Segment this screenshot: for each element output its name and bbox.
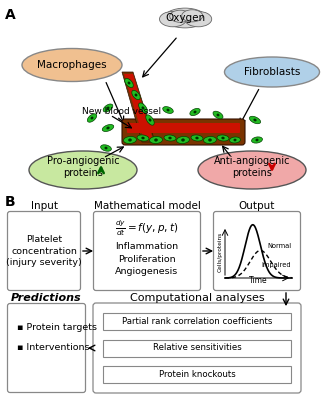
Ellipse shape [154, 138, 158, 142]
Ellipse shape [146, 115, 154, 125]
Ellipse shape [213, 111, 223, 119]
Ellipse shape [164, 135, 176, 141]
Text: B: B [5, 195, 16, 209]
Ellipse shape [106, 127, 110, 129]
Text: Macrophages: Macrophages [37, 60, 107, 70]
Ellipse shape [137, 135, 149, 141]
Ellipse shape [217, 135, 229, 141]
FancyBboxPatch shape [213, 212, 300, 290]
Ellipse shape [233, 139, 236, 141]
Text: Normal: Normal [267, 243, 291, 249]
Ellipse shape [194, 111, 197, 113]
Ellipse shape [91, 116, 94, 120]
Text: Platelet
concentration
(injury severity): Platelet concentration (injury severity) [6, 235, 82, 267]
Text: Relative sensitivities: Relative sensitivities [153, 344, 241, 352]
Ellipse shape [255, 139, 259, 141]
FancyBboxPatch shape [8, 212, 80, 290]
Ellipse shape [168, 137, 172, 139]
Ellipse shape [221, 137, 225, 139]
Text: ▪ Interventions: ▪ Interventions [17, 344, 90, 352]
Text: Mathematical model: Mathematical model [94, 201, 201, 211]
Ellipse shape [185, 12, 212, 27]
Ellipse shape [216, 114, 219, 116]
Ellipse shape [164, 8, 206, 28]
Ellipse shape [253, 118, 257, 122]
Ellipse shape [87, 114, 97, 122]
Text: ▪ Protein targets: ▪ Protein targets [17, 324, 97, 332]
Ellipse shape [159, 12, 187, 27]
Ellipse shape [198, 151, 306, 189]
Ellipse shape [208, 138, 212, 142]
Ellipse shape [141, 137, 145, 139]
Text: Time: Time [249, 276, 268, 285]
Ellipse shape [224, 57, 319, 87]
Text: Predictions: Predictions [11, 293, 82, 303]
Text: Inflammation
Proliferation
Angiogenesis: Inflammation Proliferation Angiogenesis [116, 242, 179, 276]
FancyBboxPatch shape [103, 366, 291, 383]
Ellipse shape [195, 137, 199, 139]
Ellipse shape [191, 135, 203, 141]
Text: A: A [5, 8, 16, 22]
FancyBboxPatch shape [93, 303, 301, 393]
Ellipse shape [132, 90, 140, 100]
Text: Fibroblasts: Fibroblasts [244, 67, 300, 77]
Ellipse shape [125, 78, 133, 88]
Text: Protein knockouts: Protein knockouts [159, 370, 235, 379]
Text: Cells/proteins: Cells/proteins [218, 232, 223, 272]
Ellipse shape [22, 48, 122, 82]
FancyBboxPatch shape [122, 119, 245, 145]
Ellipse shape [101, 145, 111, 151]
Text: Partial rank correlation coefficients: Partial rank correlation coefficients [122, 317, 272, 326]
Ellipse shape [252, 137, 262, 143]
Text: Anti-angiogenic
proteins: Anti-angiogenic proteins [214, 156, 290, 178]
Ellipse shape [177, 136, 190, 144]
Ellipse shape [105, 147, 108, 149]
Text: Input: Input [31, 201, 57, 211]
Ellipse shape [182, 10, 203, 22]
FancyBboxPatch shape [103, 313, 291, 330]
FancyBboxPatch shape [127, 123, 240, 133]
Text: Impaired: Impaired [261, 262, 291, 268]
Ellipse shape [107, 106, 110, 110]
Text: Computational analyses: Computational analyses [130, 293, 264, 303]
Text: New blood vessel: New blood vessel [82, 108, 161, 116]
Ellipse shape [148, 118, 151, 122]
Ellipse shape [103, 104, 113, 112]
Ellipse shape [102, 124, 114, 132]
Ellipse shape [134, 94, 137, 96]
Ellipse shape [166, 109, 170, 111]
Ellipse shape [139, 103, 147, 113]
Ellipse shape [249, 116, 261, 124]
Ellipse shape [163, 107, 173, 113]
Polygon shape [122, 72, 155, 142]
Text: Pro-angiogenic
proteins: Pro-angiogenic proteins [47, 156, 119, 178]
Ellipse shape [149, 136, 162, 144]
Text: Output: Output [239, 201, 275, 211]
Ellipse shape [190, 108, 200, 116]
Ellipse shape [181, 138, 185, 142]
Ellipse shape [128, 138, 132, 142]
Ellipse shape [141, 106, 144, 110]
Polygon shape [124, 74, 153, 140]
Text: Oxygen: Oxygen [165, 13, 205, 23]
FancyBboxPatch shape [94, 212, 201, 290]
Text: $\frac{dy}{dt} = f(y,p,t)$: $\frac{dy}{dt} = f(y,p,t)$ [116, 218, 179, 238]
Ellipse shape [124, 136, 136, 144]
Ellipse shape [229, 137, 240, 143]
Ellipse shape [204, 136, 216, 144]
FancyBboxPatch shape [103, 340, 291, 356]
Ellipse shape [170, 10, 191, 22]
FancyBboxPatch shape [8, 304, 86, 392]
Ellipse shape [127, 82, 130, 84]
Ellipse shape [29, 151, 137, 189]
